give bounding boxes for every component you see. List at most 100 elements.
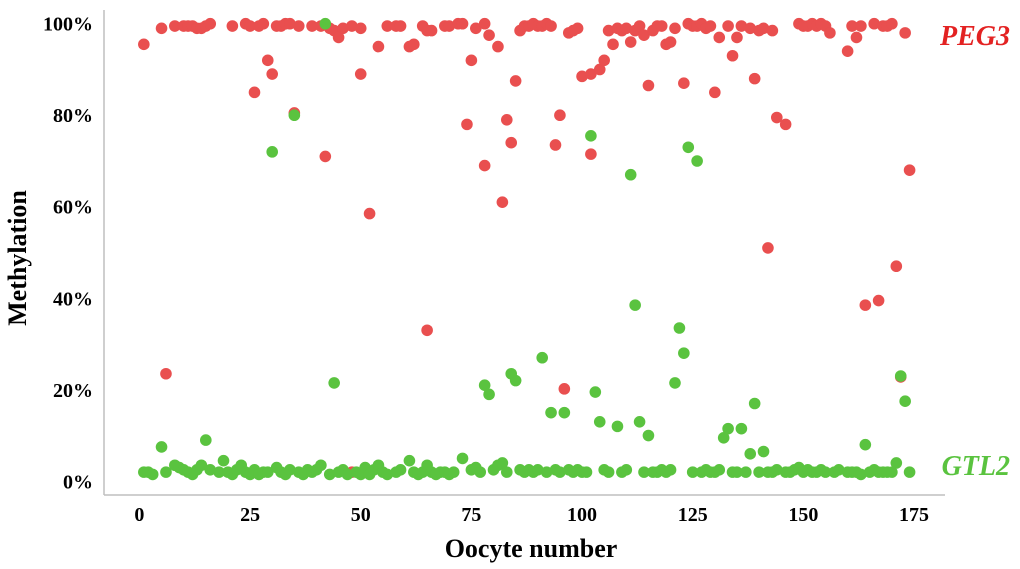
data-point-peg3 <box>709 86 721 99</box>
x-tick-label: 75 <box>461 504 481 526</box>
data-point-peg3 <box>585 68 597 80</box>
data-point-peg3 <box>859 299 872 311</box>
data-point-gtl2 <box>217 454 230 467</box>
data-point-peg3 <box>363 207 376 220</box>
data-point-peg3 <box>421 324 433 337</box>
data-point-peg3 <box>762 242 774 254</box>
data-point-gtl2 <box>456 452 469 465</box>
data-point-gtl2 <box>160 466 172 478</box>
x-tick-label: 100 <box>567 504 597 526</box>
data-point-peg3 <box>261 54 274 67</box>
x-ticks: 0 25 50 75 100 125 150 175 <box>134 504 929 526</box>
data-point-peg3 <box>669 22 681 35</box>
data-point-peg3 <box>903 164 916 176</box>
data-point-peg3 <box>868 17 880 30</box>
data-point-peg3 <box>155 22 168 35</box>
data-point-peg3 <box>890 260 903 273</box>
data-point-peg3 <box>620 22 633 35</box>
data-point-gtl2 <box>200 434 212 446</box>
x-tick-label: 175 <box>899 504 929 526</box>
data-point-peg3 <box>248 86 261 99</box>
data-point-peg3 <box>841 45 854 57</box>
data-point-peg3 <box>346 20 358 32</box>
data-point-peg3 <box>337 22 349 35</box>
data-point-peg3 <box>306 20 318 32</box>
x-tick-label: 0 <box>134 504 144 526</box>
data-point-gtl2 <box>673 322 686 334</box>
x-axis-title: Oocyte number <box>445 534 618 563</box>
data-point-peg3 <box>509 75 522 87</box>
data-point-gtl2 <box>717 432 730 444</box>
data-point-gtl2 <box>832 464 845 476</box>
data-point-peg3 <box>443 20 456 32</box>
data-point-peg3 <box>554 109 566 122</box>
data-point-gtl2 <box>633 415 646 428</box>
y-tick-label: 60% <box>53 197 93 219</box>
y-tick-label: 100% <box>43 14 93 36</box>
data-point-peg3 <box>678 77 690 90</box>
data-point-gtl2 <box>447 466 460 478</box>
data-point-gtl2 <box>624 168 637 181</box>
data-point-peg3 <box>372 40 385 53</box>
data-point-gtl2 <box>886 466 898 478</box>
data-point-gtl2 <box>284 464 296 476</box>
data-point-gtl2 <box>753 466 765 478</box>
data-point-peg3 <box>633 20 646 32</box>
data-point-peg3 <box>461 118 473 131</box>
data-point-gtl2 <box>500 466 513 478</box>
data-point-peg3 <box>735 20 748 32</box>
x-tick-label: 25 <box>240 504 260 526</box>
data-point-peg3 <box>846 20 858 32</box>
x-tick-label: 50 <box>351 504 371 526</box>
data-point-peg3 <box>257 17 270 30</box>
data-point-gtl2 <box>629 299 641 311</box>
data-point-gtl2 <box>593 415 606 428</box>
data-point-peg3 <box>771 111 783 124</box>
data-point-gtl2 <box>146 468 159 481</box>
data-point-gtl2 <box>315 459 327 472</box>
series-peg3 <box>138 17 916 478</box>
data-point-gtl2 <box>602 466 615 478</box>
data-point-peg3 <box>483 29 495 41</box>
data-point-peg3 <box>748 72 761 85</box>
y-ticks: 0% 20% 40% 60% 80% 100% <box>43 14 93 494</box>
data-point-gtl2 <box>611 420 624 433</box>
data-point-peg3 <box>593 63 606 76</box>
data-point-gtl2 <box>819 466 832 478</box>
data-point-peg3 <box>505 136 518 149</box>
data-point-gtl2 <box>474 466 487 478</box>
data-points <box>138 17 916 481</box>
data-point-peg3 <box>292 20 305 32</box>
data-point-peg3 <box>408 38 420 51</box>
data-point-peg3 <box>545 20 557 32</box>
data-point-peg3 <box>470 22 482 35</box>
data-point-gtl2 <box>682 141 695 154</box>
data-point-peg3 <box>319 150 332 163</box>
data-point-peg3 <box>381 20 394 32</box>
y-tick-label: 40% <box>53 288 93 310</box>
data-point-gtl2 <box>483 388 495 401</box>
data-point-peg3 <box>757 22 770 35</box>
data-point-gtl2 <box>890 457 903 469</box>
data-point-peg3 <box>284 17 296 30</box>
data-point-peg3 <box>850 31 863 44</box>
data-point-peg3 <box>558 383 571 395</box>
data-point-peg3 <box>169 20 181 32</box>
data-point-gtl2 <box>558 406 571 419</box>
data-point-gtl2 <box>341 468 354 481</box>
data-point-peg3 <box>655 20 668 32</box>
data-point-peg3 <box>138 38 150 51</box>
data-point-gtl2 <box>381 468 394 481</box>
data-point-peg3 <box>638 29 650 41</box>
data-point-gtl2 <box>664 464 677 476</box>
data-point-gtl2 <box>266 146 279 158</box>
data-point-gtl2 <box>496 457 509 469</box>
data-point-gtl2 <box>394 464 407 476</box>
data-point-gtl2 <box>859 438 872 451</box>
data-point-peg3 <box>266 68 279 80</box>
data-point-gtl2 <box>748 397 761 410</box>
data-point-gtl2 <box>757 445 770 458</box>
data-point-gtl2 <box>554 466 566 478</box>
data-point-peg3 <box>500 114 513 126</box>
